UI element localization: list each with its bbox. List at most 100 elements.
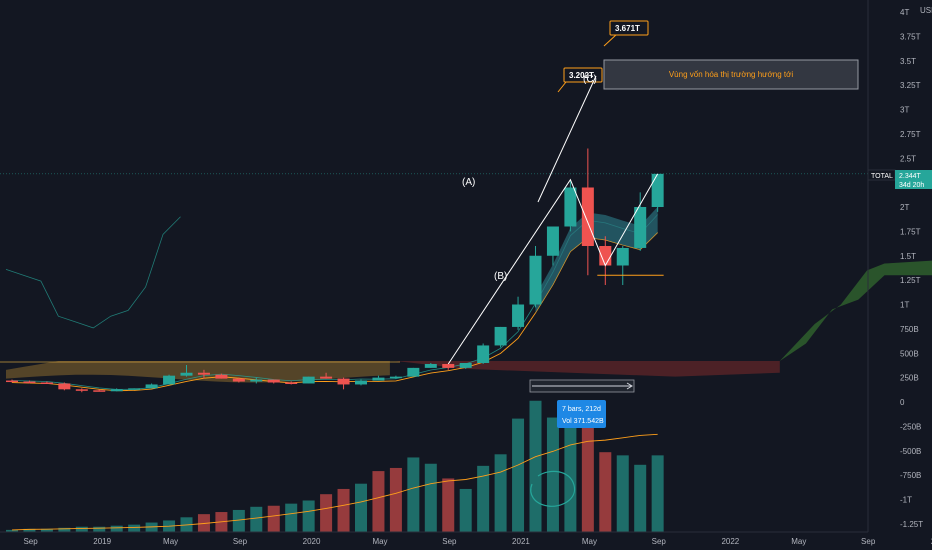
range-measure[interactable]: 7 bars, 212d Vol 371.542B — [529, 379, 635, 428]
volume-bar — [40, 528, 53, 532]
current-price-tag: TOTAL 2.344T 34d 20h — [867, 169, 932, 189]
price-tick-label: 3T — [900, 106, 909, 115]
time-tick-label: May — [791, 537, 806, 546]
target-zone-text: Vùng vốn hóa thị trường hướng tới — [669, 70, 794, 79]
price-tick-label: 2.5T — [900, 154, 916, 163]
candle-body — [110, 389, 123, 392]
volume-bar — [651, 455, 664, 532]
candle-body — [634, 207, 647, 248]
candle-body — [285, 382, 298, 384]
candle-body — [93, 390, 106, 392]
candle-body — [145, 384, 158, 389]
price-tick-label: 1.25T — [900, 276, 921, 285]
time-tick-label: 2022 — [721, 537, 739, 546]
candle-body — [372, 377, 385, 381]
price-tick-label: 3.75T — [900, 32, 921, 41]
candle-body — [6, 380, 18, 383]
elliott-wave-line — [447, 173, 659, 365]
target-high-callout[interactable]: 3.671T — [603, 20, 649, 47]
time-axis[interactable]: Sep 2019 May Sep 2020 May Sep 2021 May Sep 2022 May… — [0, 531, 932, 546]
wave-c-projection-line[interactable] — [537, 75, 597, 203]
time-tick-label: May — [163, 537, 178, 546]
candle-body — [424, 363, 437, 368]
volume-bar — [232, 509, 245, 532]
price-tick-label: 3.5T — [900, 57, 916, 66]
volume-bar — [407, 457, 420, 532]
annotations[interactable]: 3.671T 3.202T Vùng vốn hóa thị trường hư… — [462, 20, 859, 507]
candle-body — [250, 379, 263, 382]
volume-bar — [6, 529, 18, 532]
volume-bar — [23, 528, 36, 532]
measure-bars-text: 7 bars, 212d — [562, 406, 601, 413]
candle-body — [267, 379, 280, 383]
volume-bar — [267, 505, 280, 532]
target-mid-callout[interactable]: 3.202T — [557, 67, 603, 93]
volume-bar — [616, 455, 629, 532]
candle-body — [163, 375, 176, 385]
time-tick-label: 2021 — [512, 537, 530, 546]
volume-bar — [285, 503, 298, 532]
candle-body — [180, 372, 193, 376]
plot-area[interactable] — [0, 148, 932, 533]
volume-bar — [459, 488, 472, 532]
volume-ma-line — [11, 433, 658, 531]
target-mid-label: 3.202T — [569, 71, 594, 80]
candle-body — [320, 376, 333, 379]
volume-bar — [93, 526, 106, 532]
price-tick-label: 0 — [900, 398, 905, 407]
bar-countdown: 34d 20h — [899, 182, 924, 189]
price-tick-label: -1.25T — [900, 520, 923, 529]
ichimoku-cloud-bear — [395, 361, 780, 377]
price-tick-label: -1T — [900, 496, 912, 505]
volume-bar — [424, 463, 437, 532]
price-tick-label: 3.25T — [900, 81, 921, 90]
candle-body — [529, 255, 542, 305]
volume-bar — [58, 527, 71, 532]
price-tick-label: 2.75T — [900, 130, 921, 139]
candle-body — [442, 363, 455, 368]
candle-body — [355, 380, 367, 385]
volume-bar — [564, 403, 577, 532]
candle-body — [581, 187, 594, 246]
last-price-value: 2.344T — [899, 173, 922, 180]
volume-bar — [599, 452, 612, 532]
volume-bar — [110, 525, 123, 532]
measure-volume-text: Vol 371.542B — [562, 418, 604, 425]
target-high-label: 3.671T — [615, 24, 640, 33]
wave-c-label: (C) — [583, 74, 597, 85]
candle-body — [564, 187, 577, 227]
target-zone-box[interactable]: Vùng vốn hóa thị trường hướng tới — [603, 59, 859, 90]
time-tick-label: Sep — [23, 537, 38, 546]
price-tick-label: 4T — [900, 8, 909, 17]
volume-bar — [634, 464, 647, 532]
volume-bar — [546, 417, 559, 532]
time-tick-label: 2023 — [931, 537, 932, 546]
candle-body — [546, 226, 559, 256]
candle-body — [616, 247, 629, 266]
price-tick-label: 1.5T — [900, 252, 916, 261]
lagging-span-line — [5, 216, 181, 329]
price-tick-label: -750B — [900, 471, 921, 480]
volume-bar — [320, 494, 333, 532]
wave-b-label: (B) — [494, 271, 507, 282]
candle-body — [651, 173, 664, 207]
symbol-name: TOTAL — [871, 173, 893, 180]
price-tick-label: 750B — [900, 325, 919, 334]
time-tick-label: Sep — [233, 537, 248, 546]
volume-bar — [75, 526, 88, 532]
candle-body — [302, 376, 315, 384]
volume-bar — [494, 454, 507, 532]
volume-bar — [128, 524, 141, 532]
volume-bar — [389, 467, 402, 532]
price-tick-label: 2T — [900, 203, 909, 212]
candle-body — [494, 326, 507, 346]
candle-body — [232, 378, 245, 382]
candle-body — [459, 363, 472, 368]
time-tick-label: Sep — [861, 537, 876, 546]
freehand-circle[interactable] — [530, 470, 576, 507]
time-tick-label: 2019 — [93, 537, 111, 546]
price-tick-label: 500B — [900, 349, 919, 358]
price-tick-label: -250B — [900, 422, 921, 431]
